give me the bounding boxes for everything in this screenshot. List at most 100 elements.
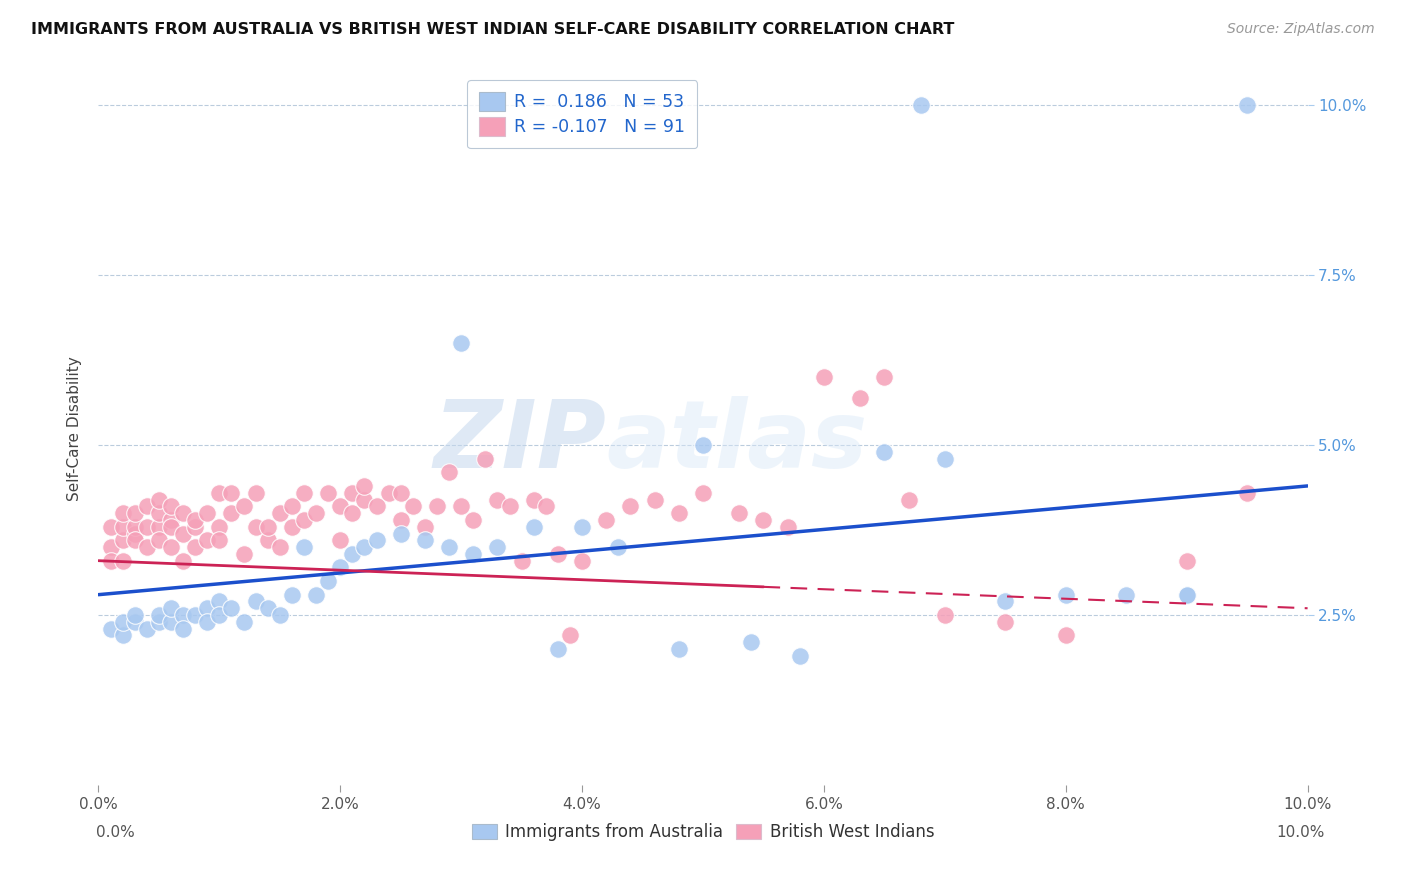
Point xyxy=(292,540,315,554)
Point xyxy=(124,608,146,623)
Point xyxy=(486,540,509,554)
Point xyxy=(172,608,194,623)
Text: 10.0%: 10.0% xyxy=(1277,825,1324,840)
Point xyxy=(486,492,509,507)
Point xyxy=(510,554,533,568)
Point xyxy=(316,485,339,500)
Point xyxy=(111,554,134,568)
Point xyxy=(184,540,207,554)
Point xyxy=(195,506,218,520)
Point xyxy=(172,526,194,541)
Point xyxy=(547,642,569,657)
Point xyxy=(305,506,328,520)
Point xyxy=(172,554,194,568)
Point xyxy=(413,533,436,548)
Point xyxy=(208,594,231,608)
Point xyxy=(305,588,328,602)
Point xyxy=(994,615,1017,629)
Point xyxy=(111,519,134,533)
Point xyxy=(100,622,122,636)
Point xyxy=(523,492,546,507)
Text: IMMIGRANTS FROM AUSTRALIA VS BRITISH WEST INDIAN SELF-CARE DISABILITY CORRELATIO: IMMIGRANTS FROM AUSTRALIA VS BRITISH WES… xyxy=(31,22,955,37)
Point xyxy=(160,540,183,554)
Point xyxy=(148,506,170,520)
Point xyxy=(111,615,134,629)
Point xyxy=(269,608,291,623)
Point xyxy=(124,506,146,520)
Point xyxy=(1054,588,1077,602)
Point xyxy=(752,513,775,527)
Point xyxy=(873,445,896,459)
Point xyxy=(1175,554,1198,568)
Point xyxy=(389,485,412,500)
Point xyxy=(342,485,364,500)
Point xyxy=(934,608,956,623)
Point xyxy=(463,547,485,561)
Text: 0.0%: 0.0% xyxy=(96,825,135,840)
Point xyxy=(402,500,425,514)
Point xyxy=(281,519,304,533)
Point xyxy=(135,622,157,636)
Point xyxy=(148,615,170,629)
Point xyxy=(353,479,375,493)
Point xyxy=(208,533,231,548)
Point xyxy=(692,438,714,452)
Point xyxy=(232,547,254,561)
Point xyxy=(100,554,122,568)
Point xyxy=(366,500,388,514)
Point xyxy=(329,560,352,574)
Point xyxy=(389,526,412,541)
Point xyxy=(813,370,835,384)
Point xyxy=(316,574,339,588)
Point xyxy=(148,533,170,548)
Point xyxy=(195,615,218,629)
Point xyxy=(994,594,1017,608)
Point xyxy=(256,533,278,548)
Point xyxy=(534,500,557,514)
Point xyxy=(1175,588,1198,602)
Point xyxy=(269,506,291,520)
Point xyxy=(195,533,218,548)
Point xyxy=(692,485,714,500)
Point xyxy=(148,608,170,623)
Point xyxy=(281,500,304,514)
Point xyxy=(873,370,896,384)
Point xyxy=(342,506,364,520)
Point xyxy=(124,526,146,541)
Point xyxy=(740,635,762,649)
Point xyxy=(221,506,243,520)
Point xyxy=(776,519,799,533)
Point xyxy=(728,506,751,520)
Point xyxy=(1115,588,1137,602)
Point xyxy=(184,608,207,623)
Point xyxy=(474,451,496,466)
Point xyxy=(100,519,122,533)
Point xyxy=(292,513,315,527)
Point xyxy=(245,594,267,608)
Point xyxy=(111,506,134,520)
Point xyxy=(1175,588,1198,602)
Point xyxy=(256,519,278,533)
Legend: Immigrants from Australia, British West Indians: Immigrants from Australia, British West … xyxy=(465,817,941,848)
Point xyxy=(160,500,183,514)
Point xyxy=(148,519,170,533)
Point xyxy=(437,466,460,480)
Point xyxy=(124,533,146,548)
Point xyxy=(668,506,690,520)
Point xyxy=(172,622,194,636)
Point xyxy=(1054,628,1077,642)
Point xyxy=(208,608,231,623)
Point xyxy=(292,485,315,500)
Point xyxy=(353,540,375,554)
Point xyxy=(135,500,157,514)
Point xyxy=(437,540,460,554)
Point xyxy=(668,642,690,657)
Point xyxy=(184,519,207,533)
Point xyxy=(426,500,449,514)
Point xyxy=(619,500,641,514)
Point xyxy=(366,533,388,548)
Point xyxy=(160,601,183,615)
Point xyxy=(910,98,932,112)
Point xyxy=(463,513,485,527)
Point xyxy=(256,601,278,615)
